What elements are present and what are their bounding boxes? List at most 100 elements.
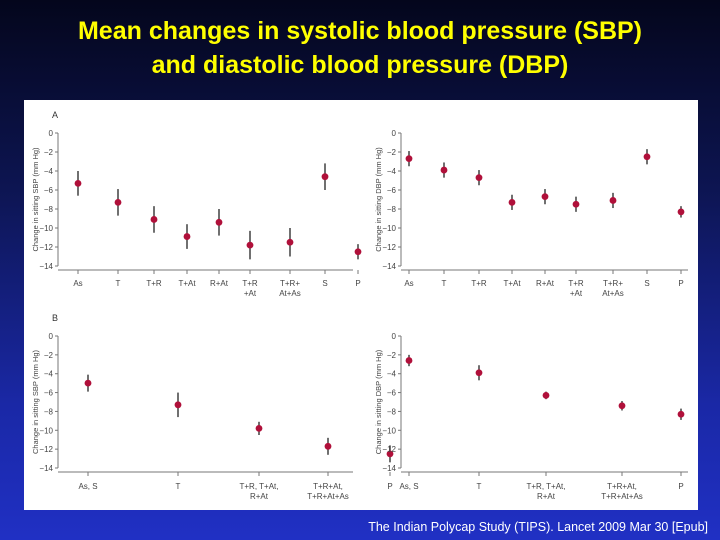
data-point [114, 198, 122, 206]
y-tick-label: −2 [387, 351, 397, 360]
data-point [74, 179, 82, 187]
y-tick-label: −14 [39, 262, 53, 271]
data-point [150, 216, 158, 223]
y-tick-label: −4 [44, 370, 54, 379]
data-point [246, 241, 254, 249]
data-point [215, 218, 223, 226]
slide-title-line-1: Mean changes in systolic blood pressure … [77, 17, 643, 45]
y-axis-label: Change in sitting SBP (mm Hg) [31, 349, 40, 454]
x-tick-label: As, S [78, 482, 97, 491]
x-tick-label: T+R +At [568, 279, 584, 298]
y-axis-label: Change in sitting SBP (mm Hg) [31, 147, 40, 252]
y-tick-label: −8 [44, 407, 54, 416]
y-tick-label: −14 [382, 464, 396, 473]
y-tick-label: −2 [387, 148, 397, 157]
x-tick-label-line: +At [570, 289, 583, 298]
y-tick-label: −4 [387, 167, 397, 176]
x-tick-label: T+R, T+At, R+At [240, 482, 279, 501]
x-tick-label: R+At [536, 279, 555, 288]
data-point [386, 450, 394, 458]
y-tick-label: −12 [382, 243, 396, 252]
x-tick-label: T+R+At, T+R+At+As [601, 482, 643, 501]
x-tick-label-line: As [73, 279, 82, 288]
y-tick-label: 0 [49, 332, 54, 341]
data-point [643, 153, 651, 161]
y-tick-label: 0 [392, 332, 397, 341]
x-tick-label: T [176, 482, 181, 491]
y-tick-label: −12 [39, 445, 53, 454]
x-tick-label: T+R +At [242, 279, 258, 298]
data-point [609, 197, 617, 204]
y-tick-label: −2 [44, 148, 54, 157]
x-tick-label: As [73, 279, 82, 288]
x-tick-label: P [678, 482, 683, 491]
y-tick-label: −10 [39, 224, 53, 233]
figure-svg: 0 −2 −4 −6 −8 −10 −12 −14 Change in sitting SBP … [31, 110, 688, 501]
x-tick-label: T+R [471, 279, 487, 288]
x-tick-label-line: T+R [568, 279, 584, 288]
x-tick-label-line: P [678, 482, 683, 491]
x-tick-label-line: T [176, 482, 181, 491]
data-point [324, 442, 332, 450]
y-tick-label: −14 [39, 464, 53, 473]
x-tick-label: T [442, 279, 447, 288]
x-tick-label: P [355, 279, 360, 288]
data-point [440, 166, 448, 174]
x-tick-label-line: P [355, 279, 360, 288]
x-tick-label-line: R+At [537, 492, 556, 501]
x-tick-label: T+R+ At+As [279, 279, 301, 298]
x-tick-label: T+R+ At+As [602, 279, 624, 298]
x-tick-label-line: R+At [250, 492, 269, 501]
x-tick-label-line: At+As [602, 289, 624, 298]
x-tick-label: T+R+At, T+R+At+As [307, 482, 349, 501]
slide-title: Mean changes in systolic blood pressure … [0, 14, 720, 82]
panel-letter: A [52, 110, 58, 120]
data-point [286, 238, 294, 246]
y-tick-label: 0 [49, 129, 54, 138]
y-tick-label: −2 [44, 351, 54, 360]
x-tick-label: P [387, 482, 392, 491]
x-tick-label-line: T+R+ [603, 279, 623, 288]
y-tick-label: −6 [387, 389, 397, 398]
data-point [618, 402, 626, 410]
data-point [321, 173, 329, 181]
y-tick-label: −4 [44, 167, 54, 176]
data-point [542, 392, 550, 399]
x-tick-label-line: T [477, 482, 482, 491]
x-tick-label: T+At [178, 279, 196, 288]
y-tick-label: −8 [387, 205, 397, 214]
y-tick-label: −10 [382, 224, 396, 233]
y-tick-label: −8 [387, 407, 397, 416]
data-point [255, 425, 263, 432]
x-tick-label-line: T+R, T+At, [527, 482, 566, 491]
data-point [84, 379, 92, 387]
y-tick-label: −4 [387, 370, 397, 379]
x-tick-label-line: T+R [242, 279, 258, 288]
x-tick-label-line: S [322, 279, 327, 288]
citation: The Indian Polycap Study (TIPS). Lancet … [368, 520, 708, 534]
y-tick-label: −14 [382, 262, 396, 271]
y-tick-label: −10 [382, 426, 396, 435]
x-tick-label: S [322, 279, 327, 288]
x-tick-label-line: S [644, 279, 649, 288]
x-tick-label: T+At [503, 279, 521, 288]
x-tick-label-line: T+R+At+As [307, 492, 349, 501]
y-axis-label: Change in sitting DBP (mm Hg) [374, 147, 383, 252]
y-tick-label: −10 [39, 426, 53, 435]
data-point [174, 401, 182, 409]
data-point [475, 369, 483, 377]
data-point [572, 200, 580, 208]
y-tick-label: −12 [39, 243, 53, 252]
x-tick-label-line: T+R [471, 279, 487, 288]
x-tick-label-line: T+R+At, [607, 482, 637, 491]
x-tick-label: As [404, 279, 413, 288]
y-tick-label: 0 [392, 129, 397, 138]
x-tick-label-line: T+R [146, 279, 162, 288]
slide-title-line-2: and diastolic blood pressure (DBP) [151, 51, 569, 79]
x-tick-label-line: At+As [279, 289, 301, 298]
x-tick-label-line: P [678, 279, 683, 288]
x-tick-label-line: T+R, T+At, [240, 482, 279, 491]
x-tick-label: R+At [210, 279, 229, 288]
data-point [475, 174, 483, 182]
y-tick-label: −8 [44, 205, 54, 214]
